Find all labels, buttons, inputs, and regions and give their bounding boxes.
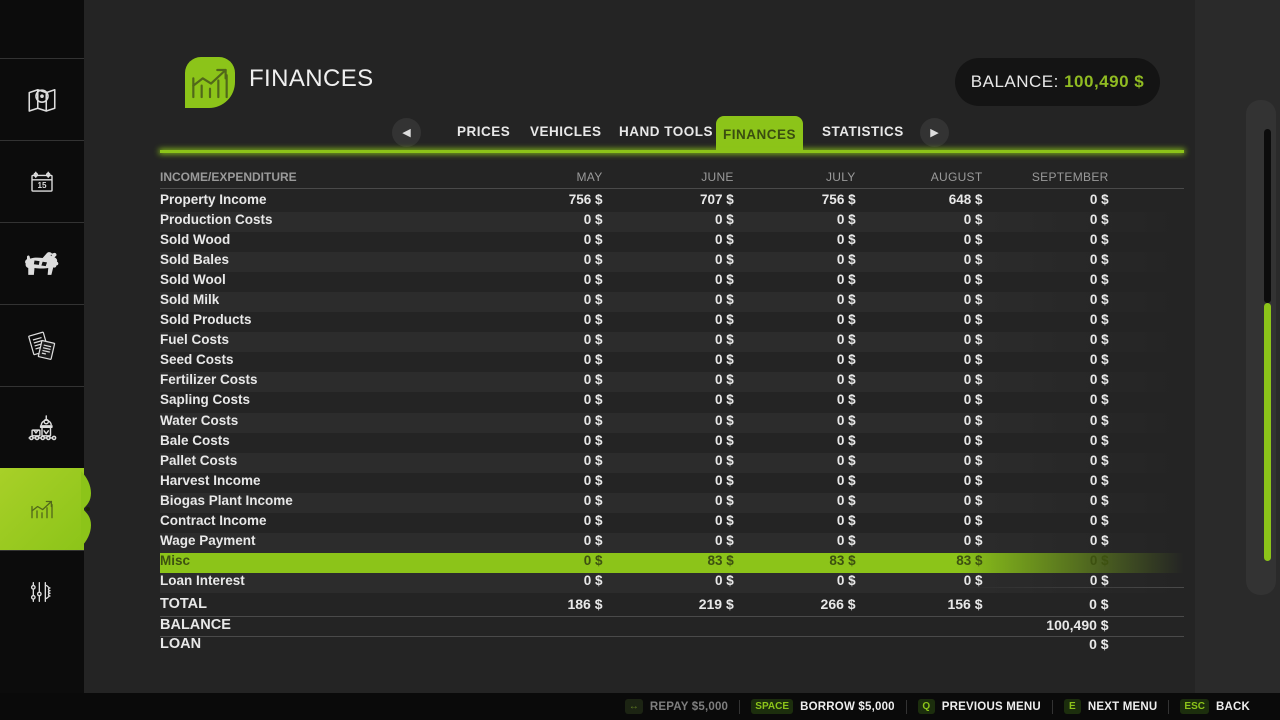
- svg-text:15: 15: [37, 181, 47, 190]
